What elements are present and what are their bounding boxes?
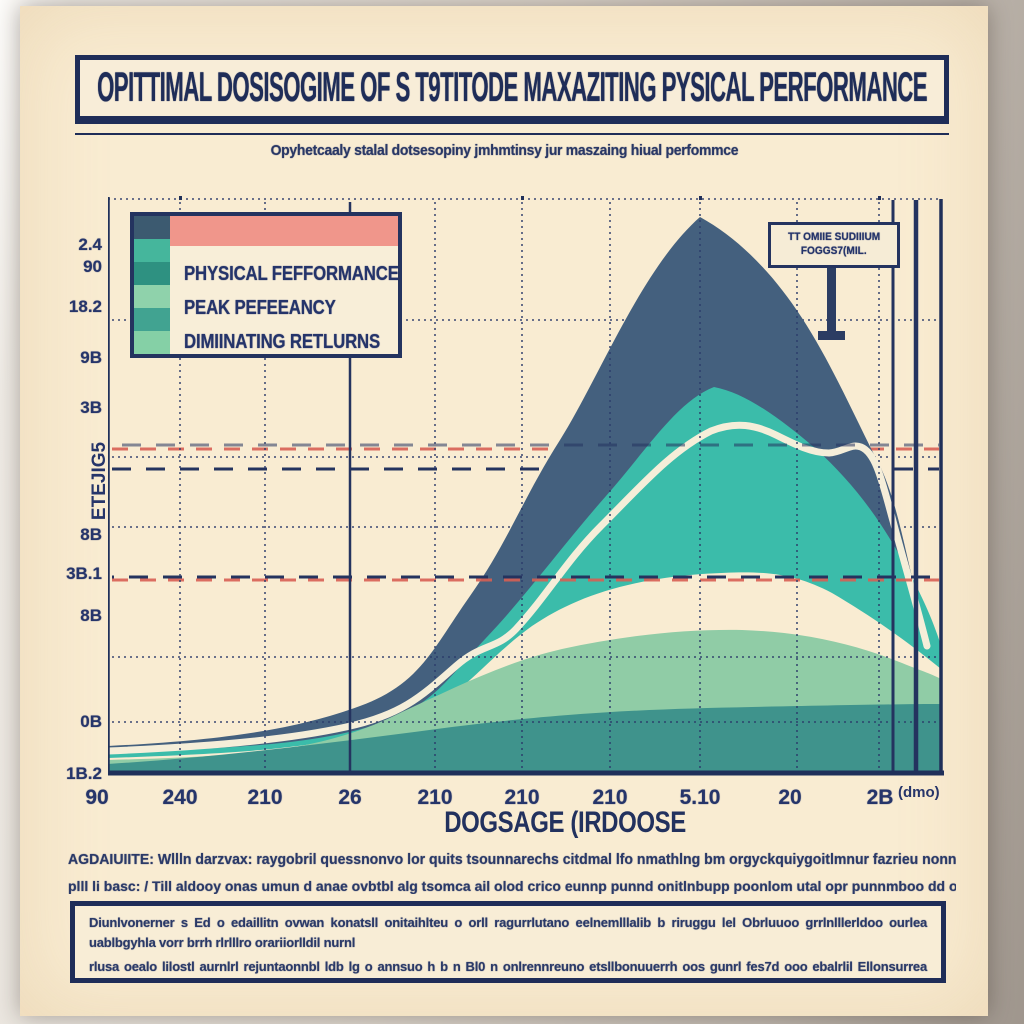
- x-tick-label: 90: [85, 786, 109, 809]
- trend-line: [108, 421, 931, 755]
- y-tick-label: 3B: [80, 398, 102, 417]
- annotation-sign-pole: [827, 268, 836, 332]
- y-tick-label: 0B: [80, 712, 102, 731]
- legend-swatch: [134, 239, 170, 262]
- x-axis-title: DOGSAGE (IRDOOSE: [444, 806, 686, 839]
- y-tick-label: 2.4: [78, 235, 102, 254]
- subtitle: Opyhetcaaly stalal dotsesopiny jmhmtinsy…: [270, 142, 738, 159]
- legend-item: DIMIINATING RETLURNS: [184, 331, 381, 353]
- chart-plot-area: [108, 196, 944, 776]
- annotation-line: TT OMIIE SUDIIIUM: [787, 231, 881, 244]
- page-title: OPITTIMAL DOSISOGIME OF S T9TITODE MAXAZ…: [97, 64, 928, 111]
- footer-note-line: rlusa oealo lilostl aurnlrl rejuntaonnbl…: [89, 959, 927, 975]
- footer-note-box: Diunlvonerner s Ed o edaillitn ovwan kon…: [70, 901, 946, 983]
- x-tick-label: 2B: [866, 786, 894, 809]
- legend-swatch: [134, 308, 170, 331]
- y-tick-label: 1B.2: [66, 764, 102, 783]
- legend-swatch: [134, 331, 170, 354]
- legend-header-bar: [170, 216, 398, 246]
- title-box: OPITTIMAL DOSISOGIME OF S T9TITODE MAXAZ…: [75, 55, 949, 121]
- x-tick-label: 210: [247, 786, 283, 809]
- y-tick-label: 8B: [80, 606, 102, 625]
- legend-swatch: [134, 285, 170, 308]
- footer-line-2: plll li basc: / Till aldooy onas umun d …: [68, 878, 956, 894]
- x-tick-label: 5.10: [679, 786, 721, 809]
- legend-item: PHYSICAL FEFFORMANCE: [184, 263, 399, 285]
- footer-line-1: AGDAIUIITE: Wllln darzvax: raygobril que…: [68, 852, 956, 868]
- footer-note-line: Diunlvonerner s Ed o edaillitn ovwan kon…: [89, 915, 927, 951]
- y-tick-label: 18.2: [68, 297, 102, 316]
- base-band-area: [108, 704, 941, 773]
- x-tick-label: 210: [417, 786, 453, 809]
- annotation-sign: TT OMIIE SUDIIIUM FOGGS7(MIL.: [768, 222, 900, 268]
- annotation-sign-pole-base: [818, 331, 845, 340]
- y-axis-title: ETEJIG5: [89, 441, 110, 521]
- x-tick-label: 26: [338, 786, 362, 809]
- top-border-ticks: [179, 196, 881, 200]
- legend-swatch: [134, 262, 170, 285]
- y-tick-label: 9B: [80, 348, 102, 367]
- legend-item: PEAK PEFEEANCY: [184, 297, 336, 319]
- annotation-line: FOGGS7(MIL.: [801, 245, 867, 257]
- legend-swatch-column: [134, 216, 170, 354]
- y-tick-label: 8B: [80, 525, 102, 544]
- x-axis-unit: (dmo): [898, 784, 940, 801]
- x-tick-label: 210: [592, 786, 628, 809]
- legend-swatch: [134, 216, 170, 239]
- title-divider: [75, 120, 949, 135]
- x-tick-label: 210: [504, 786, 540, 809]
- legend: PHYSICAL FEFFORMANCE PEAK PEFEEANCY DIMI…: [130, 212, 402, 358]
- y-tick-label: 90: [83, 257, 102, 276]
- x-tick-label: 240: [162, 786, 198, 809]
- y-tick-label: 3B.1: [66, 564, 102, 583]
- x-tick-label: 20: [778, 786, 802, 809]
